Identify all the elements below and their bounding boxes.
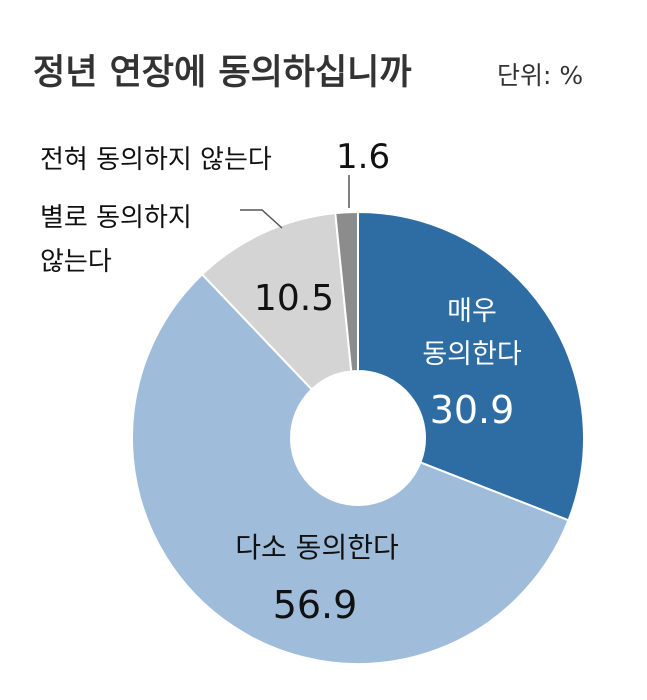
slice-strongly-disagree: [334, 210, 359, 373]
slice-label-somewhat-disagree-line1: 별로 동의하지: [40, 203, 192, 233]
slice-label-strongly-disagree: 전혀 동의하지 않는다: [40, 145, 272, 175]
unit-label: 단위: %: [497, 61, 583, 90]
leader-line-somewhat-disagree: [240, 209, 283, 229]
slice-value-somewhat-disagree: 10.5: [254, 278, 334, 319]
chart-title: 정년 연장에 동의하십니까: [33, 53, 412, 93]
slice-value-somewhat-agree: 56.9: [273, 583, 358, 627]
slice-label-strongly-agree-line1: 매우: [447, 296, 497, 327]
slice-value-strongly-disagree: 1.6: [336, 137, 390, 177]
slice-value-strongly-agree: 30.9: [430, 388, 515, 432]
slice-label-strongly-agree-line2: 동의한다: [422, 339, 522, 370]
slice-strongly-agree: [357, 210, 585, 522]
slices-group: [131, 210, 585, 665]
slice-somewhat-agree: [131, 272, 570, 665]
slice-label-somewhat-agree: 다소 동의한다: [235, 531, 398, 564]
slice-label-somewhat-disagree-line2: 않는다: [40, 247, 112, 277]
slice-somewhat-disagree: [200, 212, 353, 391]
